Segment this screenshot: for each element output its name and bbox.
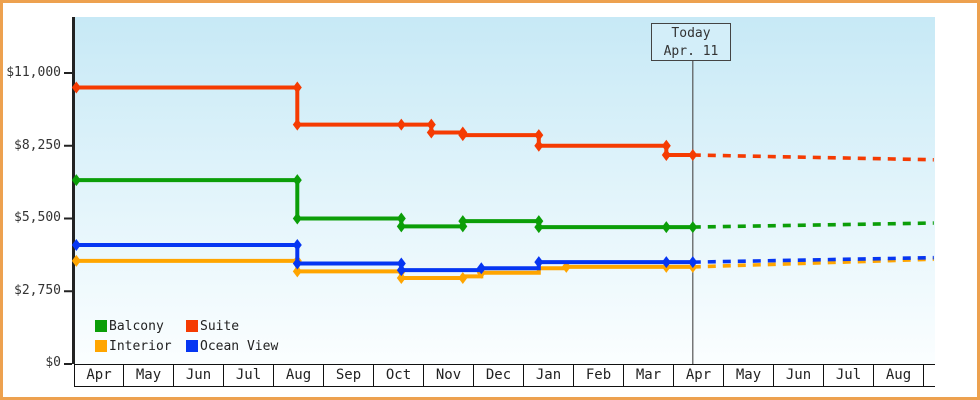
series-ocean-view-point bbox=[661, 256, 671, 269]
legend-swatch-suite bbox=[186, 320, 198, 332]
series-suite-point bbox=[292, 118, 302, 131]
today-marker-box: Today Apr. 11 bbox=[651, 23, 731, 61]
x-axis-month-label: Dec bbox=[474, 365, 524, 386]
series-suite-point bbox=[661, 139, 671, 152]
series-interior-point bbox=[396, 272, 406, 285]
x-axis-month-label: May bbox=[724, 365, 774, 386]
series-balcony-point bbox=[292, 212, 302, 225]
legend-label-ocean-view: Ocean View bbox=[200, 338, 279, 354]
legend-swatch-ocean-view bbox=[186, 340, 198, 352]
x-axis-month-label: Sep bbox=[324, 365, 374, 386]
series-balcony-point bbox=[396, 220, 406, 233]
series-suite-point bbox=[426, 126, 436, 139]
series-balcony-point bbox=[292, 174, 302, 187]
today-marker-date: Apr. 11 bbox=[663, 44, 719, 59]
series-balcony-point bbox=[661, 221, 671, 234]
legend-item-ocean-view: Ocean View bbox=[186, 339, 278, 354]
x-axis-month-label: Jul bbox=[224, 365, 274, 386]
series-suite-point bbox=[426, 118, 436, 131]
series-suite-point bbox=[458, 129, 468, 142]
x-axis-month-label: Oct bbox=[374, 365, 424, 386]
x-axis-month-label: Aug bbox=[874, 365, 924, 386]
series-suite-line bbox=[76, 85, 693, 158]
x-axis-month-label: Mar bbox=[624, 365, 674, 386]
series-ocean-view-point bbox=[396, 264, 406, 277]
legend-item-suite: Suite bbox=[186, 319, 239, 334]
series-suite-point bbox=[396, 118, 406, 131]
plot-area-background bbox=[74, 17, 935, 364]
x-axis-month-label: Apr bbox=[74, 365, 124, 386]
series-interior-line bbox=[76, 258, 693, 281]
y-axis-line bbox=[72, 17, 75, 364]
price-history-chart bbox=[64, 17, 934, 365]
legend-item-balcony: Balcony bbox=[95, 319, 186, 334]
series-suite-point bbox=[661, 149, 671, 162]
series-ocean-view-point bbox=[71, 238, 81, 251]
series-ocean-view-point bbox=[476, 262, 486, 275]
series-suite-point bbox=[71, 81, 81, 94]
x-axis-month-label: Jun bbox=[774, 365, 824, 386]
y-axis-label: $5,500 bbox=[14, 210, 61, 225]
series-interior-point bbox=[458, 272, 468, 285]
series-balcony-point bbox=[458, 215, 468, 228]
series-ocean-view-point bbox=[534, 256, 544, 269]
x-axis-month-label: Feb bbox=[574, 365, 624, 386]
series-balcony-point bbox=[71, 174, 81, 187]
x-axis-month-label: May bbox=[124, 365, 174, 386]
x-axis-month-label: Apr bbox=[674, 365, 724, 386]
series-balcony-point bbox=[534, 221, 544, 234]
series-balcony-line bbox=[76, 178, 693, 230]
today-marker-title: Today bbox=[671, 26, 711, 41]
legend-item-interior: Interior bbox=[95, 339, 186, 354]
series-ocean-view-point bbox=[396, 257, 406, 270]
series-interior-point bbox=[292, 265, 302, 278]
legend-label-balcony: Balcony bbox=[109, 318, 164, 334]
x-axis-month-label: Jun bbox=[174, 365, 224, 386]
series-suite-point bbox=[292, 81, 302, 94]
series-ocean-view-point bbox=[292, 238, 302, 251]
x-axis-month-row: Apr May Jun Jul Aug Sep Oct Nov Dec Jan … bbox=[74, 364, 935, 387]
y-axis-label: $11,000 bbox=[6, 65, 61, 80]
series-interior-forecast-line bbox=[692, 257, 934, 269]
x-axis-month-label: Jul bbox=[824, 365, 874, 386]
series-interior-point bbox=[71, 254, 81, 267]
legend-swatch-interior bbox=[95, 340, 107, 352]
y-axis-label: $0 bbox=[45, 355, 61, 370]
y-axis-label: $2,750 bbox=[14, 283, 61, 298]
legend-label-interior: Interior bbox=[109, 338, 172, 354]
x-axis-filler-cell bbox=[924, 365, 935, 386]
legend: Balcony Suite Interior Ocean View bbox=[95, 316, 278, 356]
series-balcony-forecast-line bbox=[692, 221, 934, 229]
legend-swatch-balcony bbox=[95, 320, 107, 332]
series-suite-point bbox=[688, 149, 698, 162]
series-ocean-view-point bbox=[292, 257, 302, 270]
series-balcony-point bbox=[688, 221, 698, 234]
series-suite-point bbox=[534, 129, 544, 142]
series-suite-forecast-line bbox=[692, 153, 934, 162]
x-axis-month-label: Aug bbox=[274, 365, 324, 386]
x-axis-month-label: Nov bbox=[424, 365, 474, 386]
x-axis-month-label: Jan bbox=[524, 365, 574, 386]
series-suite-point bbox=[534, 139, 544, 152]
y-axis-label: $8,250 bbox=[14, 138, 61, 153]
legend-label-suite: Suite bbox=[200, 318, 240, 334]
series-ocean-view-forecast-line bbox=[692, 255, 934, 264]
series-ocean-view-point bbox=[688, 256, 698, 269]
series-balcony-point bbox=[396, 212, 406, 225]
